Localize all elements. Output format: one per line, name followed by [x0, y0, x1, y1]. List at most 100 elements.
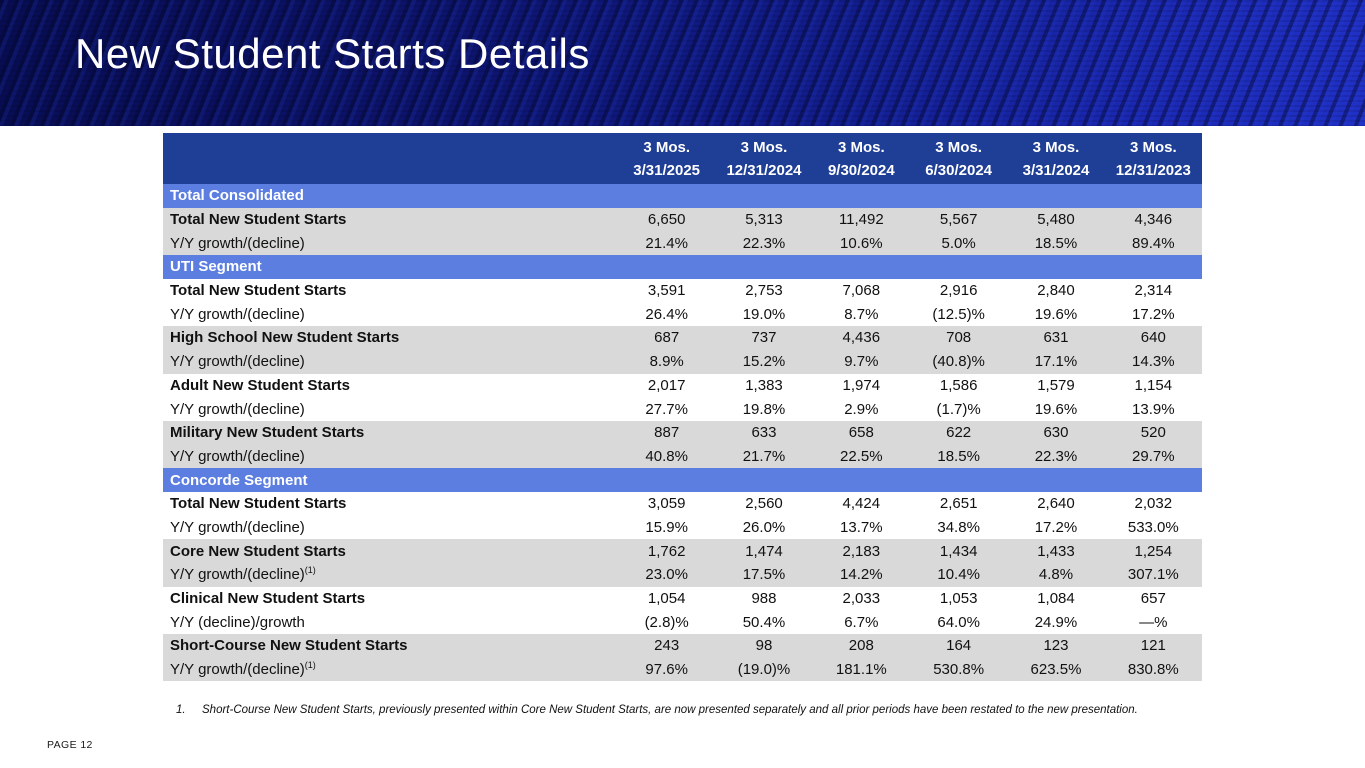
value-cell: 17.2% [1034, 518, 1078, 536]
table-row: Military New Student Starts 887 633 658 622 6… [163, 420, 1202, 445]
row-label: Y/Y growth/(decline) [170, 518, 305, 536]
value-cell: 1,434 [939, 542, 978, 560]
value-cell: 5,567 [939, 211, 978, 229]
value-cell: (1.7)% [936, 400, 981, 418]
value-cell: 19.8% [742, 400, 786, 418]
table-row: Clinical New Student Starts 1,054 988 2,033… [163, 586, 1202, 611]
row-label: Y/Y growth/(decline)(1) [170, 565, 316, 584]
page-number-label: PAGE 12 [47, 739, 93, 751]
value-cell: 10.6% [840, 234, 883, 252]
value-cell: 623.5% [1030, 661, 1082, 679]
page-title: New Student Starts Details [75, 30, 590, 77]
value-cell: 26.4% [645, 305, 688, 323]
value-cell: 631 [1043, 329, 1069, 347]
table-row: Y/Y growth/(decline) 8.9% 15.2% 9.7% (40.8)%… [163, 349, 1202, 374]
row-label: Total New Student Starts [170, 495, 347, 513]
value-cell: 533.0% [1127, 518, 1179, 536]
value-cell: 22.3% [1034, 447, 1078, 465]
value-cell: 26.0% [742, 518, 786, 536]
value-cell: 17.1% [1034, 353, 1078, 371]
value-cell: 64.0% [937, 613, 980, 631]
value-cell: 34.8% [937, 518, 980, 536]
value-cell: (2.8)% [644, 613, 689, 631]
value-cell: 1,053 [939, 590, 978, 608]
value-cell: 3,591 [647, 282, 686, 300]
row-label: Y/Y growth/(decline) [170, 234, 305, 252]
value-cell: 21.7% [742, 447, 786, 465]
column-header: 3 Mos. 6/30/2024 [925, 138, 993, 179]
value-cell: 13.7% [840, 518, 883, 536]
value-cell: 18.5% [937, 447, 980, 465]
value-cell: 17.2% [1132, 305, 1175, 323]
value-cell: 181.1% [835, 661, 887, 679]
value-cell: 2,640 [1037, 495, 1075, 513]
row-label: Short-Course New Student Starts [170, 637, 408, 655]
table-header-row: 3 Mos. 3/31/2025 3 Mos. 12/31/2024 3 Mos. 9/3… [163, 133, 1202, 184]
table-row: Y/Y growth/(decline) 40.8% 21.7% 22.5% 18.5%… [163, 444, 1202, 469]
value-cell: 2,017 [647, 376, 686, 394]
value-cell: 2,032 [1134, 495, 1173, 513]
value-cell: 6.7% [844, 613, 879, 631]
value-cell: 2,033 [842, 590, 881, 608]
value-cell: 1,084 [1037, 590, 1075, 608]
value-cell: 5,313 [745, 211, 783, 229]
row-label: Clinical New Student Starts [170, 590, 366, 608]
value-cell: 24.9% [1034, 613, 1078, 631]
value-cell: 23.0% [645, 566, 688, 584]
value-cell: 1,054 [647, 590, 686, 608]
table-header-label-spacer [163, 133, 618, 184]
value-cell: 22.5% [840, 447, 883, 465]
value-cell: 19.0% [742, 305, 786, 323]
footnote-text: Short-Course New Student Starts, previou… [202, 704, 1138, 716]
value-cell: 3,059 [647, 495, 686, 513]
row-label: Total New Student Starts [170, 282, 347, 300]
value-cell: 8.9% [649, 353, 684, 371]
value-cell: 164 [946, 637, 972, 655]
value-cell: 630 [1043, 424, 1069, 442]
section-header-row: Total Consolidated [163, 184, 1202, 208]
value-cell: 520 [1140, 424, 1166, 442]
footnote-marker: (1) [304, 565, 316, 576]
table-row: Y/Y growth/(decline) 21.4% 22.3% 10.6% 5.0% 1… [163, 231, 1202, 256]
table-row: Y/Y growth/(decline)(1) 97.6% (19.0)% 181.1… [163, 657, 1202, 682]
row-label: High School New Student Starts [170, 329, 400, 347]
table-row: Total New Student Starts 3,591 2,753 7,068 2… [163, 278, 1202, 303]
value-cell: 4.8% [1038, 566, 1074, 584]
table-row: Y/Y growth/(decline)(1) 23.0% 17.5% 14.2% 10… [163, 563, 1202, 587]
value-cell: 530.8% [933, 661, 985, 679]
value-cell: 1,586 [939, 376, 978, 394]
value-cell: 40.8% [645, 447, 688, 465]
value-cell: 50.4% [742, 613, 786, 631]
section-header-row: Concorde Segment [163, 468, 1202, 492]
value-cell: 123 [1043, 637, 1069, 655]
footnote-number: 1. [176, 704, 186, 716]
value-cell: 988 [751, 590, 777, 608]
value-cell: 687 [654, 329, 680, 347]
row-label: Total New Student Starts [170, 211, 347, 229]
column-header: 3 Mos. 3/31/2025 [633, 138, 701, 179]
column-header: 3 Mos. 12/31/2024 [726, 138, 802, 179]
value-cell: 97.6% [645, 661, 688, 679]
value-cell: 5,480 [1037, 211, 1075, 229]
row-label: Y/Y growth/(decline)(1) [170, 660, 316, 679]
value-cell: 4,436 [842, 329, 881, 347]
row-label: Y/Y growth/(decline) [170, 400, 305, 418]
value-cell: 1,254 [1134, 542, 1173, 560]
value-cell: 2,560 [745, 495, 783, 513]
value-cell: 830.8% [1127, 661, 1179, 679]
value-cell: 5.0% [941, 234, 976, 252]
value-cell: 17.5% [742, 566, 786, 584]
value-cell: 1,762 [647, 542, 686, 560]
value-cell: 1,974 [842, 376, 881, 394]
value-cell: 2,840 [1037, 282, 1075, 300]
table-row: Core New Student Starts 1,762 1,474 2,183 1,… [163, 539, 1202, 563]
value-cell: 2,651 [939, 495, 978, 513]
table-row: Short-Course New Student Starts 243 98 208 1… [163, 634, 1202, 658]
value-cell: 208 [848, 637, 874, 655]
value-cell: 1,474 [745, 542, 783, 560]
value-cell: 21.4% [645, 234, 688, 252]
table-row: Y/Y (decline)/growth (2.8)% 50.4% 6.7% 64.0%… [163, 610, 1202, 635]
value-cell: 2,183 [842, 542, 881, 560]
new-student-starts-table: 3 Mos. 3/31/2025 3 Mos. 12/31/2024 3 Mos. 9/3… [163, 133, 1202, 682]
